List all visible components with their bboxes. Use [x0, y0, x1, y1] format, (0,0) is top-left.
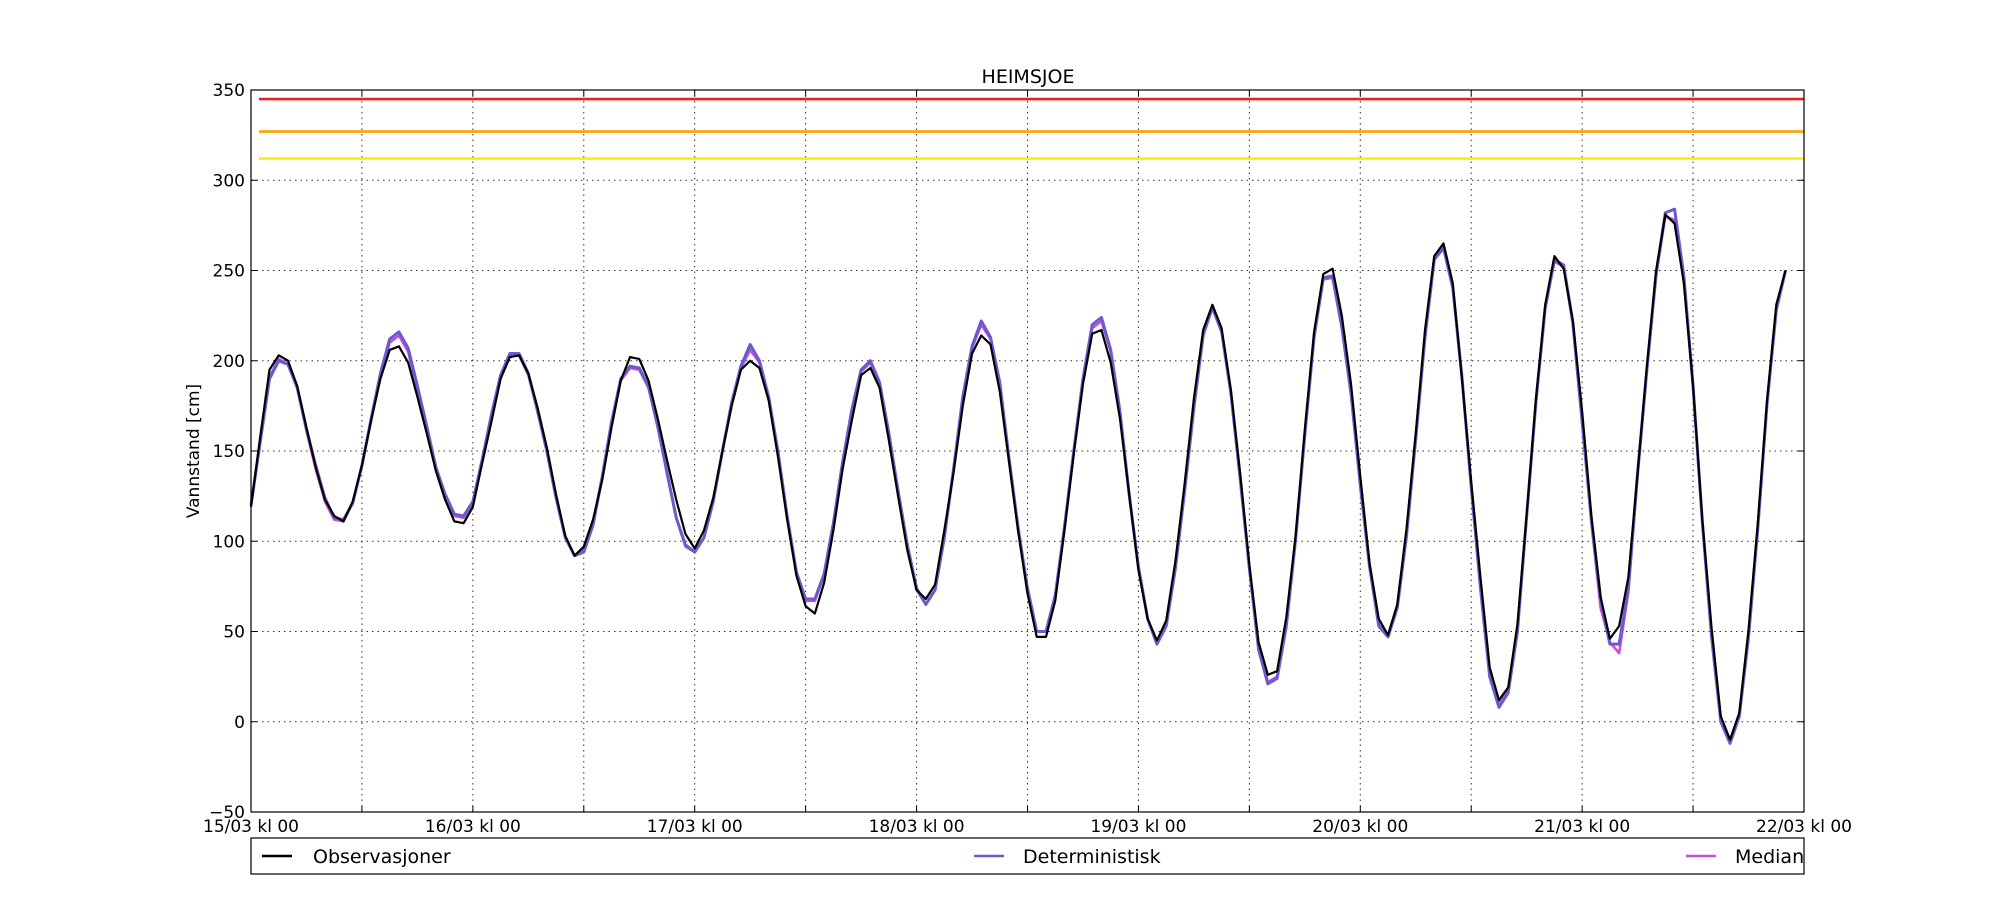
series-line-median [249, 215, 1787, 742]
y-tick-label: 350 [213, 81, 245, 101]
legend-label: Median [1735, 846, 1804, 868]
y-tick-label: 150 [213, 442, 245, 462]
x-tick-label: 21/03 kl 00 [1534, 817, 1630, 837]
legend-item: Median [1686, 846, 1804, 868]
y-axis-label: Vannstand [cm] [184, 384, 204, 518]
legend-label: Deterministisk [1023, 846, 1161, 868]
y-tick-label: 100 [213, 532, 245, 552]
legend: Observasjoner Deterministisk Median [250, 837, 1805, 875]
x-tick-label: 22/03 kl 00 [1756, 817, 1852, 837]
x-tick-label: 18/03 kl 00 [869, 817, 965, 837]
series-line-deterministisk [249, 207, 1787, 745]
legend-label: Observasjoner [313, 846, 451, 868]
y-tick-label: 0 [234, 713, 245, 733]
y-tick-label: 300 [213, 171, 245, 191]
y-tick-label: 250 [213, 262, 245, 282]
axis-ticks: 15/03 kl 00 16/03 kl 00 17/03 kl 00 18/03 k… [203, 81, 1852, 837]
x-tick-label: 17/03 kl 00 [647, 817, 743, 837]
chart-title: HEIMSJOE [982, 66, 1075, 88]
x-tick-label: 19/03 kl 00 [1090, 817, 1186, 837]
series-line-observasjoner [249, 213, 1787, 741]
legend-item: Deterministisk [974, 846, 1161, 868]
y-tick-label: 200 [213, 352, 245, 372]
x-tick-label: 15/03 kl 00 [203, 817, 299, 837]
series-lines [249, 207, 1787, 745]
y-tick-label: 50 [223, 623, 245, 643]
x-tick-label: 16/03 kl 00 [425, 817, 521, 837]
y-tick-label: −50 [209, 803, 245, 823]
legend-item: Observasjoner [262, 846, 451, 868]
legend-box [250, 837, 1805, 875]
threshold-lines [259, 97, 1804, 160]
grid-lines [251, 90, 1804, 812]
x-tick-label: 20/03 kl 00 [1312, 817, 1408, 837]
